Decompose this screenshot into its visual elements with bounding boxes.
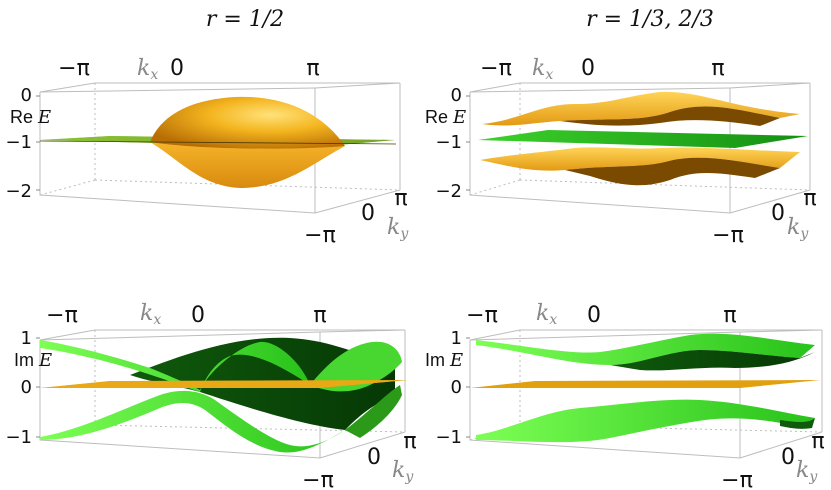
ky-label: ky [392,458,414,485]
z-tick-2: −2 [435,181,462,202]
kx-tick-2: π [723,303,736,328]
lower-branch-surface [476,399,815,443]
ky-tick-0: −π [721,468,753,490]
kx-tick-1: 0 [170,56,184,81]
kx-label: kx [137,56,158,83]
ky-tick-1: 0 [367,445,381,470]
axis-label-re: Re E [425,107,466,128]
column-title-left: r = 1/2 [206,7,284,32]
ky-label: ky [387,215,409,242]
z-tick-0: 1 [451,328,462,349]
kx-tick-0: −π [480,56,512,81]
ky-tick-0: −π [302,468,334,490]
z-tick-0: 0 [451,85,462,106]
lower-band-surface [150,142,345,188]
ky-tick-1: 0 [361,201,375,226]
panel-re-left: Re E 0 −1 −2 −π 0 π kx −π 0 π ky [5,56,409,248]
ky-tick-2: π [803,186,816,211]
ky-label: ky [796,458,818,485]
ky-tick-2: π [811,429,824,454]
kx-tick-2: π [711,56,724,81]
kx-tick-0: −π [46,303,78,328]
upper-band-surface [482,91,800,126]
kx-tick-1: 0 [581,56,595,81]
upper-band-surface [150,96,345,149]
axis-label-im: Im E [14,350,52,371]
ky-tick-1: 0 [781,445,795,470]
upper-branch-surface [476,333,815,365]
kx-label: kx [532,56,553,83]
kx-tick-2: π [313,303,326,328]
upper-branch-surface [40,340,310,392]
flat-band-sheet [470,380,820,388]
axis-label-im: Im E [425,350,463,371]
kx-tick-1: 0 [191,303,205,328]
ky-tick-0: −π [304,223,336,248]
z-tick-1: 0 [451,377,462,398]
axis-label-re: Re E [10,107,51,128]
kx-label: kx [536,301,557,328]
z-tick-2: −2 [5,181,32,202]
z-tick-2: −1 [5,427,32,448]
z-tick-1: −1 [435,132,462,153]
kx-tick-1: 0 [587,303,601,328]
column-title-right: r = 1/3, 2/3 [586,7,714,32]
kx-tick-0: −π [466,303,498,328]
kx-label: kx [140,301,161,328]
kx-tick-2: π [306,56,319,81]
panel-im-right: Im E 1 0 −1 −π 0 π kx −π 0 π ky [425,301,825,490]
z-tick-0: 0 [21,85,32,106]
flat-band-sheet [478,130,808,148]
ky-tick-0: −π [712,223,744,248]
z-tick-1: −1 [5,132,32,153]
ky-tick-2: π [403,429,416,454]
ky-tick-2: π [394,186,407,211]
lower-branch-surface [40,390,345,453]
panel-re-right: Re E 0 −1 −2 −π 0 π kx −π 0 π ky [425,56,817,248]
z-tick-1: 0 [21,377,32,398]
z-tick-0: 1 [21,328,32,349]
title-r-half: r = 1/2 [206,7,284,32]
lower-band-surface [480,147,800,171]
ky-tick-1: 0 [771,201,785,226]
z-tick-2: −1 [435,427,462,448]
title-r-third: r = 1/3, 2/3 [586,7,714,32]
ky-label: ky [787,215,809,242]
kx-tick-0: −π [58,56,90,81]
panel-im-left: Im E 1 0 −1 −π 0 π kx −π 0 π ky [5,301,416,490]
